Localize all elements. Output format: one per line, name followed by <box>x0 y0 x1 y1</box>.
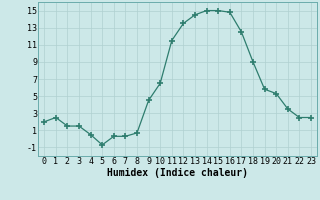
X-axis label: Humidex (Indice chaleur): Humidex (Indice chaleur) <box>107 168 248 178</box>
